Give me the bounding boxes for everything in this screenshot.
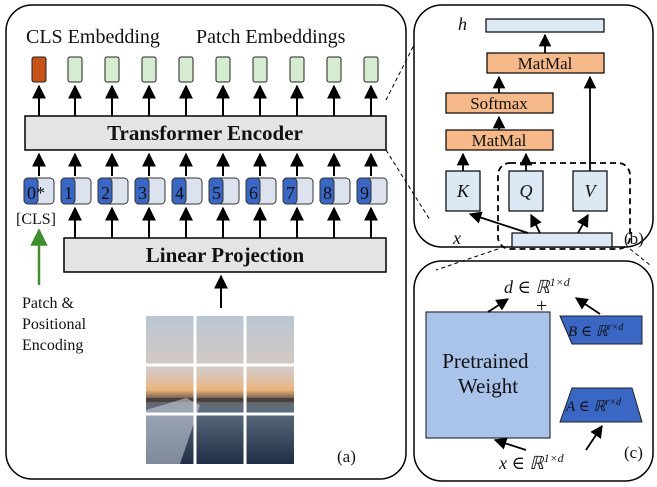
zoom-connector [385,44,415,101]
patch-embedding [215,56,231,83]
k-label: K [456,181,470,201]
matmul-top-label: MatMal [518,54,573,73]
panel-b-tag: (b) [624,229,644,248]
token-label: 3 [138,183,147,203]
pretrained-weight-box [425,311,551,439]
patch-token: 7 [282,177,314,205]
lora-b-matrix [559,315,643,345]
weight-to-output-arrow [487,298,510,313]
k-box [445,170,481,212]
cls-embedding [31,56,47,83]
zoom-connector [435,248,499,271]
x-to-q-arrow [530,213,542,234]
patch-token: 9 [356,177,388,205]
patch-embedding [326,56,342,83]
softmax-label: Softmax [470,94,528,113]
output-h-box [485,18,605,33]
output-embeddings [31,56,379,83]
positional-encoding-label: Patch & Positional Encoding [22,295,90,354]
patch-embedding [141,56,157,83]
output-h-label: h [458,14,467,34]
zoom-connector [629,248,651,266]
v-label: V [585,181,598,201]
token-label: 5 [212,183,221,203]
linear-projection-box [63,237,387,273]
panel-a-frame [5,4,407,480]
patch-embedding [178,56,194,83]
input-tokens: 0* 1 2 3 4 5 6 [23,177,388,205]
x-to-v-arrow [576,213,589,234]
q-label: Q [520,181,533,201]
encoder-output-arrows [32,84,378,116]
token-label: 0* [27,183,45,203]
x-to-k-arrow [468,211,529,234]
patch-token: 1 [60,177,92,205]
projection-to-token-arrows [68,206,378,238]
cls-token-label: [CLS] [16,211,56,228]
pretrained-weight-label: Pretrained Weight [442,349,534,398]
input-x-formula: x ∈ ℝ1×d [498,451,565,473]
patch-embedding [252,56,268,83]
input-image [146,316,294,464]
panel-c-frame [413,260,654,482]
token-label: 9 [360,183,369,203]
x-to-weight-arrow [493,437,527,451]
patch-token: 2 [97,177,129,205]
patch-embedding [67,56,83,83]
lora-a-label: A ∈ ℝr×d [565,397,622,415]
panel-c-tag: (c) [624,443,643,462]
transformer-encoder-label: Transformer Encoder [107,121,303,145]
patch-embedding [104,56,120,83]
matmul-top-box [486,52,605,74]
token-label: 1 [64,183,73,203]
token-to-encoder-arrows [32,152,378,176]
patch-embeddings-label: Patch Embeddings [196,26,346,48]
token-label: 7 [286,183,295,203]
b-to-output-arrow [574,297,601,315]
cls-token: 0* [23,177,55,205]
transformer-encoder-box [24,115,387,151]
patch-token: 6 [245,177,277,205]
token-label: 2 [101,183,110,203]
lora-a-matrix [559,387,643,423]
patch-token: 5 [208,177,240,205]
input-x-box [511,232,613,248]
patch-embedding [289,56,305,83]
matmul-label: MatMal [472,131,527,150]
patch-token: 4 [171,177,203,205]
patch-token: 8 [319,177,351,205]
plus-sign: + [536,295,547,317]
linear-projection-label: Linear Projection [146,243,305,267]
lora-adapted-group [497,162,631,250]
x-to-a-arrow [585,424,603,451]
lora-b-label: B ∈ ℝr×d [568,322,624,340]
token-label: 6 [249,183,258,203]
patch-embedding [363,56,379,83]
output-d-label: d ∈ ℝ1×d [504,275,571,297]
input-x-label: x [452,228,461,248]
panel-a-tag: (a) [337,447,356,466]
token-label: 8 [323,183,332,203]
patch-token: 3 [134,177,166,205]
token-label: 4 [175,183,184,203]
zoom-connector [385,149,431,221]
cls-embedding-label: CLS Embedding [26,26,160,48]
